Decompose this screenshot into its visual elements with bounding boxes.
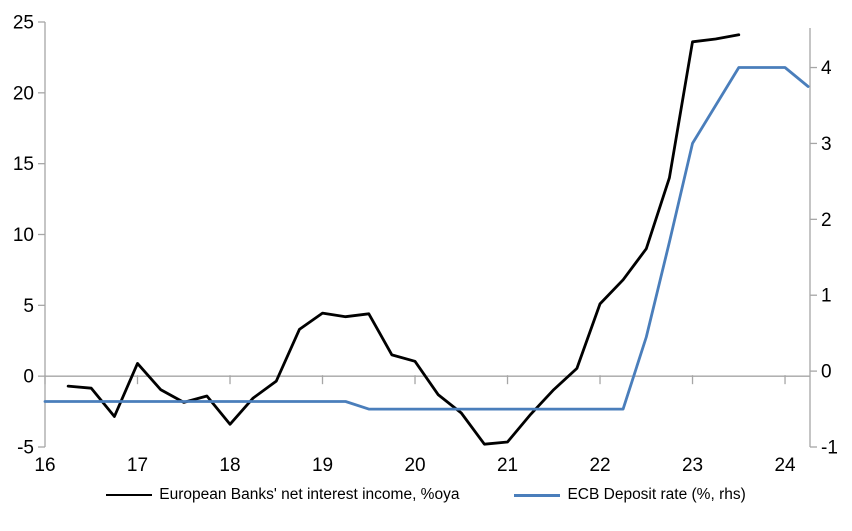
x-tick-label: 21	[497, 455, 518, 476]
x-axis: 16 17 18 19 20 21 22 23 24	[34, 375, 810, 476]
y-left-tick-label: 15	[13, 154, 34, 175]
legend-label-nii: European Banks' net interest income, %oy…	[159, 486, 460, 503]
y-right-tick-label: 2	[821, 210, 832, 231]
nii-line	[66, 33, 741, 446]
x-tick-label: 19	[312, 455, 333, 476]
y-axis-left: 25 20 15 10 5 0 -5	[13, 13, 46, 459]
ecb-line-sample	[514, 493, 561, 497]
nii-line-sample	[106, 494, 153, 496]
y-left-tick-label: 10	[13, 225, 34, 246]
y-left-tick-label: -5	[17, 438, 34, 459]
x-tick-label: 16	[34, 455, 55, 476]
chart-legend: European Banks' net interest income, %oy…	[0, 486, 852, 504]
legend-item-ecb: ECB Deposit rate (%, rhs)	[514, 486, 746, 504]
y-left-tick-label: 20	[13, 83, 34, 104]
y-right-tick-label: 4	[821, 58, 832, 79]
y-right-tick-label: 1	[821, 286, 832, 307]
y-axis-right: 4 3 2 1 0 -1	[809, 28, 838, 459]
x-tick-label: 20	[404, 455, 425, 476]
y-left-tick-label: 25	[13, 13, 34, 34]
x-tick-label: 18	[219, 455, 240, 476]
x-tick-label: 22	[589, 455, 610, 476]
y-left-tick-label: 0	[23, 367, 34, 388]
x-tick-label: 23	[682, 455, 703, 476]
y-right-tick-label: -1	[821, 438, 838, 459]
y-right-tick-label: 0	[821, 362, 832, 383]
x-tick-label: 17	[127, 455, 148, 476]
legend-label-ecb: ECB Deposit rate (%, rhs)	[567, 486, 746, 503]
legend-item-nii: European Banks' net interest income, %oy…	[106, 486, 459, 504]
y-left-tick-label: 5	[23, 296, 34, 317]
ecb-deposit-rate-line	[43, 66, 810, 411]
y-right-tick-label: 3	[821, 134, 832, 155]
x-tick-label: 24	[774, 455, 796, 476]
